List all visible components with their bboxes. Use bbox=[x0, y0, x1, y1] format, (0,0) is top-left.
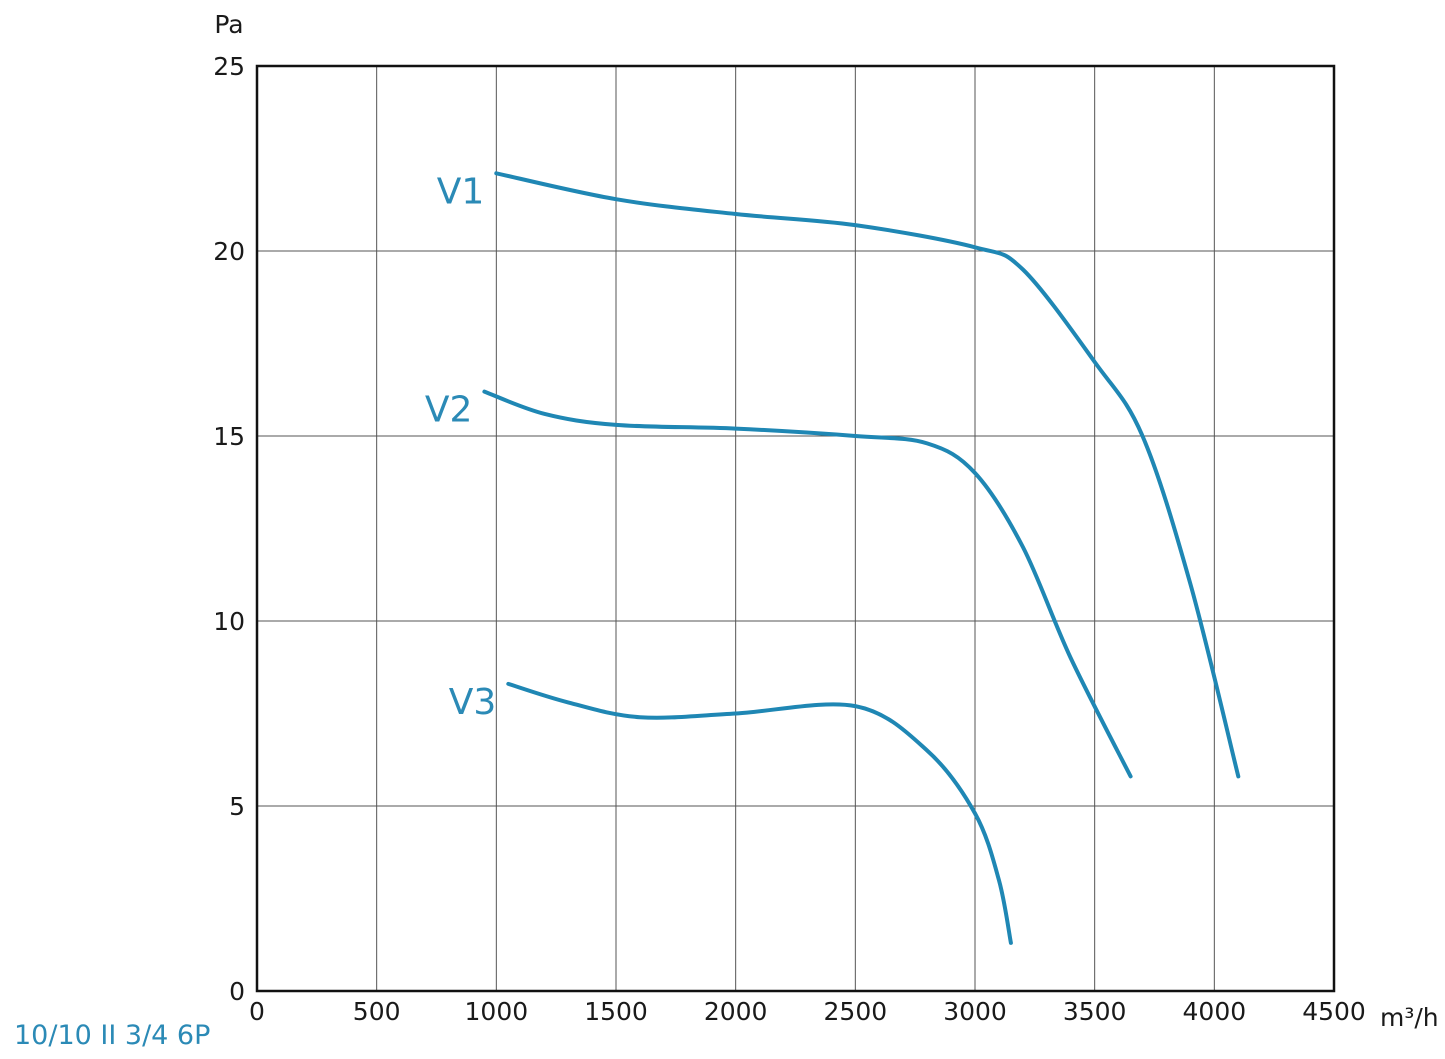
series-line-v3 bbox=[506, 681, 1013, 945]
y-tick-label: 20 bbox=[213, 237, 245, 266]
model-label: 10/10 II 3/4 6P bbox=[14, 1020, 210, 1051]
series-lines bbox=[482, 171, 1241, 945]
series-line-v1 bbox=[494, 171, 1241, 779]
x-tick-label: 2000 bbox=[704, 997, 768, 1026]
x-tick-label: 1000 bbox=[465, 997, 529, 1026]
grid-lines bbox=[257, 66, 1334, 991]
x-tick-label: 3000 bbox=[943, 997, 1007, 1026]
series-line-v2 bbox=[482, 389, 1133, 779]
y-tick-label: 0 bbox=[229, 977, 245, 1006]
series-label-v1: V1 bbox=[437, 171, 485, 212]
x-tick-label: 4500 bbox=[1302, 997, 1366, 1026]
x-axis-unit-label: m³/h bbox=[1380, 1003, 1439, 1032]
y-tick-label: 25 bbox=[213, 52, 245, 81]
plot-frame bbox=[255, 64, 1336, 993]
series-labels: V1 V2 V3 bbox=[425, 171, 496, 723]
x-tick-label: 4000 bbox=[1183, 997, 1247, 1026]
y-tick-label: 10 bbox=[213, 607, 245, 636]
x-tick-label: 2500 bbox=[824, 997, 888, 1026]
y-axis-unit-label: Pa bbox=[214, 10, 243, 39]
y-tick-label: 5 bbox=[229, 792, 245, 821]
x-tick-label: 3500 bbox=[1063, 997, 1127, 1026]
y-tick-label: 15 bbox=[213, 422, 245, 451]
series-label-v2: V2 bbox=[425, 390, 473, 431]
x-tick-label: 500 bbox=[353, 997, 401, 1026]
series-label-v3: V3 bbox=[449, 682, 497, 723]
x-tick-label: 1500 bbox=[584, 997, 648, 1026]
tick-labels: 0 500 1000 1500 2000 2500 3000 3500 4000 4500 0 5 10… bbox=[213, 52, 1366, 1026]
x-tick-label: 0 bbox=[249, 997, 265, 1026]
